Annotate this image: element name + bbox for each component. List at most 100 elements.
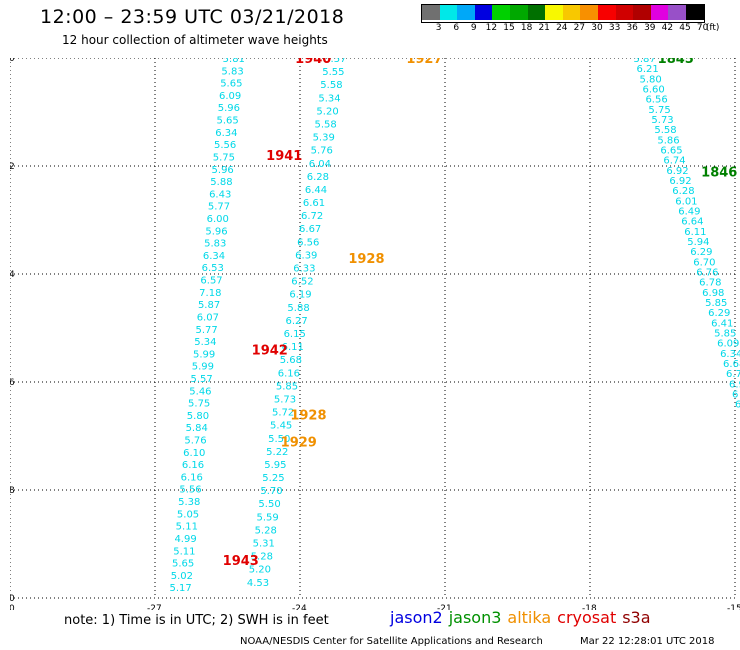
wave-height-value: 5.57 (324, 58, 346, 65)
scale-label: 24 (556, 23, 568, 33)
wave-height-value: 5.20 (316, 106, 338, 117)
lat-tick-label: -20 (10, 594, 15, 604)
wave-height-value: 5.70 (260, 486, 282, 497)
wave-height-value: 5.50 (258, 499, 280, 510)
pass-time-label: 1943 (223, 554, 259, 569)
pass-time-label: 1929 (281, 435, 317, 450)
wave-height-value: 5.57 (191, 374, 213, 385)
wave-height-value: 6.10 (183, 448, 205, 459)
pass-time-label: 1941 (266, 149, 302, 164)
wave-height-value: 6.09 (219, 91, 241, 102)
pass-time-label: 1928 (290, 408, 326, 423)
wave-height-value: 5.94 (687, 237, 709, 248)
lon-tick-label: -24 (292, 604, 307, 610)
lon-tick-label: -15 (727, 604, 740, 610)
wave-height-value: 6.49 (678, 206, 700, 217)
wave-height-value: 5.31 (253, 539, 275, 550)
wave-height-value: 6.74 (663, 156, 685, 167)
scale-label: 39 (644, 23, 656, 33)
wave-height-value: 5.58 (320, 80, 342, 91)
wave-height-value: 6.67 (299, 224, 321, 235)
wave-height-value: 6.76 (696, 267, 718, 278)
page-title: 12:00 – 23:59 UTC 03/21/2018 (40, 6, 345, 28)
wave-height-value: 5.59 (257, 512, 279, 523)
wave-height-value: 5.81 (223, 58, 245, 65)
wave-height-value: 5.75 (648, 105, 670, 116)
footer-note: note: 1) Time is in UTC; 2) SWH is in fe… (64, 613, 329, 628)
wave-height-value: 5.75 (213, 152, 235, 163)
wave-height-value: 6.07 (197, 312, 219, 323)
wave-height-value: 5.56 (179, 485, 201, 496)
wave-height-value: 6.70 (693, 257, 715, 268)
wave-height-value: 5.96 (205, 226, 227, 237)
wave-height-value: 5.99 (193, 349, 215, 360)
scale-swatch (668, 5, 686, 20)
lat-tick-label: -12 (10, 162, 15, 172)
wave-height-value: 5.75 (188, 399, 210, 410)
wave-height-value: 7.18 (199, 288, 221, 299)
wave-height-value: 6 (732, 389, 738, 400)
scale-label: 33 (608, 23, 621, 33)
generated-timestamp: Mar 22 12:28:01 UTC 2018 (580, 636, 715, 647)
wave-height-value: 6.00 (207, 214, 229, 225)
wave-height-value: 5.65 (172, 559, 194, 570)
wave-height-value: 5.11 (176, 522, 198, 533)
wave-height-value: 6.53 (202, 263, 224, 274)
lat-tick-label: -16 (10, 378, 15, 388)
wave-height-value: 5.77 (208, 202, 230, 213)
wave-height-value: 5.72 (272, 408, 294, 419)
pass-time-label: 1846 (701, 165, 737, 180)
scale-label: 21 (538, 23, 550, 33)
scale-swatch (509, 5, 528, 20)
wave-height-value: 5.85 (714, 328, 736, 339)
wave-height-value: 6.92 (669, 176, 691, 187)
legend-item-cryosat: cryosat (557, 608, 617, 627)
wave-height-value: 5.84 (186, 423, 208, 434)
wave-height-value: 5.17 (170, 583, 192, 594)
credit-line: NOAA/NESDIS Center for Satellite Applica… (240, 636, 543, 647)
wave-height-value: 5.28 (251, 552, 273, 563)
wave-height-value: 6.56 (297, 237, 319, 248)
wave-height-value: 6.01 (675, 196, 697, 207)
scale-swatch (633, 5, 651, 20)
wave-height-value: 5.95 (264, 460, 286, 471)
scale-swatch (492, 5, 510, 20)
wave-height-value: 6.44 (305, 185, 327, 196)
color-scale (421, 4, 705, 23)
wave-height-value: 5.77 (195, 325, 217, 336)
scale-swatch (527, 5, 546, 20)
scale-label: 70 (696, 23, 709, 33)
satellite-legend: jason2 jason3 altika cryosat s3a (390, 608, 657, 627)
scale-label: 36 (626, 23, 638, 33)
wave-height-value: 5.83 (221, 66, 243, 77)
scale-label: 6 (453, 23, 460, 33)
wave-height-value: 5.58 (315, 119, 337, 130)
wave-height-value: 6.15 (284, 329, 306, 340)
scale-label: 30 (591, 23, 603, 33)
wave-height-value: 5.88 (210, 177, 232, 188)
scale-label: 27 (573, 23, 586, 33)
wave-height-value: 5.80 (187, 411, 209, 422)
wave-height-value: 5.68 (280, 355, 302, 366)
pass-time-label: 1845 (658, 58, 694, 67)
lon-tick-label: -18 (582, 604, 597, 610)
scale-swatch (422, 5, 440, 20)
legend-item-jason2: jason2 (390, 608, 443, 627)
wave-height-map: -10 -12 -14 -16 -18 -20-30 -27 -24 -21 -18 -15 5.81… (10, 58, 740, 610)
wave-height-value: 6.16 (181, 472, 203, 483)
scale-swatch (439, 5, 458, 20)
lat-tick-label: -18 (10, 486, 15, 496)
wave-height-value: 5.11 (173, 546, 195, 557)
wave-height-value: 6.21 (636, 64, 658, 75)
scale-label: 15 (503, 23, 515, 33)
scale-swatch (685, 5, 704, 20)
lat-tick-label: -14 (10, 270, 15, 280)
wave-height-value: 5.20 (249, 565, 271, 576)
color-scale-labels: 3 6 9 12 15 18 21 24 27 30 33 36 39 42 45 70 (ft) (421, 23, 736, 35)
plot-frame (11, 59, 735, 598)
wave-height-value: 5.76 (184, 436, 206, 447)
scale-swatch (457, 5, 475, 20)
pass-time-label: 1928 (348, 252, 384, 267)
wave-height-value: 5.83 (204, 239, 226, 250)
scale-swatch (562, 5, 581, 20)
